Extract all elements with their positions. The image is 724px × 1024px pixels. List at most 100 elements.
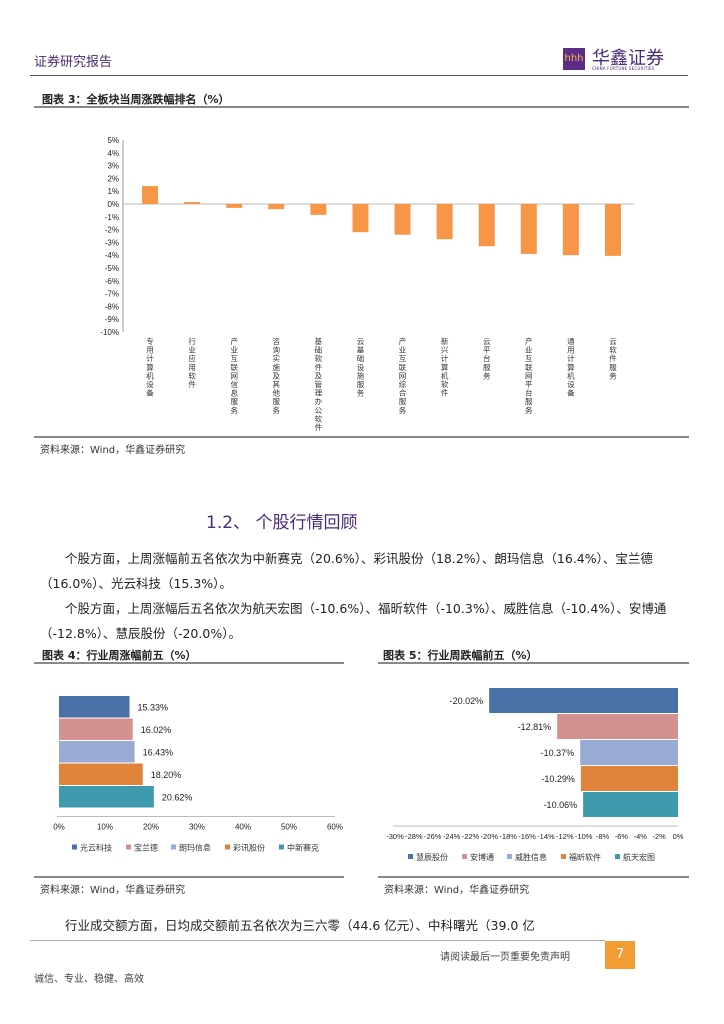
x-tick-label: -8% xyxy=(596,832,610,841)
legend-label: 安博通 xyxy=(470,852,494,862)
figure3-chart: 5% 4% 3% 2% 1% 0% -1% -2% -3% -4% -5% -6% -7% -8% -9% -… xyxy=(100,136,634,432)
x-tick-label-char: 理 xyxy=(315,389,323,398)
data-label: 16.43% xyxy=(143,747,174,757)
x-tick-label-char: 施 xyxy=(357,370,365,380)
bar xyxy=(59,718,133,740)
x-tick-label-char: 服 xyxy=(357,380,365,389)
data-label: -10.37% xyxy=(541,748,575,758)
y-tick-label: -10% xyxy=(100,328,119,337)
x-tick-label-char: 软 xyxy=(315,413,323,423)
x-tick-label-char: 服 xyxy=(273,397,281,406)
x-tick-label-char: 互 xyxy=(525,354,533,363)
x-tick-label-char: 用 xyxy=(188,363,196,372)
x-tick-label-char: 务 xyxy=(357,388,365,398)
x-tick-label-char: 服 xyxy=(483,363,491,372)
x-tick-label-char: 服 xyxy=(525,397,533,406)
y-tick-label: -4% xyxy=(105,251,119,260)
x-tick-label-char: 息 xyxy=(230,388,238,398)
x-tick-label-char: 机 xyxy=(441,370,449,380)
y-tick-label: -5% xyxy=(105,264,119,273)
x-tick-label-char: 产 xyxy=(399,336,407,346)
x-tick-label-char: 公 xyxy=(315,406,323,415)
y-tick-label: 3% xyxy=(107,162,119,171)
x-tick-label-char: 件 xyxy=(441,388,449,398)
x-tick-label-char: 用 xyxy=(146,346,154,355)
figure3-title: 图表 3：全板块当周涨跌幅排名（%） xyxy=(42,93,230,106)
data-label: 16.02% xyxy=(141,725,172,735)
legend-swatch xyxy=(408,854,413,859)
x-tick-label-char: 务 xyxy=(609,370,617,380)
bar xyxy=(478,204,495,247)
x-tick-label: -20% xyxy=(481,832,499,841)
bar xyxy=(580,740,678,765)
logo-subtext: CHINA FORTUNE SECURITIES xyxy=(592,66,655,71)
x-tick-label-char: 件 xyxy=(609,353,617,363)
legend-swatch xyxy=(507,854,512,859)
x-tick-label-char: 备 xyxy=(146,388,154,398)
bar xyxy=(352,204,369,233)
x-tick-label: -24% xyxy=(443,832,461,841)
bar xyxy=(59,786,154,808)
x-tick-label-char: 件 xyxy=(188,379,196,389)
section-heading: 1.2、 个股行情回顾 xyxy=(206,513,358,533)
x-tick-label-char: 台 xyxy=(483,353,491,363)
x-tick-label: 0% xyxy=(53,823,65,832)
y-tick-label: -6% xyxy=(105,277,119,286)
x-tick-label-char: 其 xyxy=(273,380,281,389)
x-tick-label-char: 业 xyxy=(399,345,407,355)
x-tick-label-char: 管 xyxy=(315,379,323,389)
x-tick-label-char: 办 xyxy=(315,396,323,406)
bar xyxy=(226,204,243,208)
x-tick-label: 20% xyxy=(143,823,159,832)
y-tick-label: -8% xyxy=(105,302,119,311)
x-tick-label-char: 网 xyxy=(399,371,407,380)
logo-text: 华鑫证券 xyxy=(592,48,664,69)
x-tick-label-char: 基 xyxy=(315,336,323,346)
bar xyxy=(562,204,579,256)
y-tick-label: 4% xyxy=(107,149,119,158)
bar xyxy=(184,202,201,204)
x-tick-label-char: 云 xyxy=(609,337,617,346)
figure4-bottom-rule xyxy=(34,876,344,878)
x-tick-label-char: 算 xyxy=(441,362,449,372)
bar xyxy=(59,763,143,785)
x-tick-label: -6% xyxy=(615,832,629,841)
x-tick-label-char: 专 xyxy=(146,336,154,346)
x-tick-label-char: 行 xyxy=(188,336,196,346)
x-tick-label-char: 软 xyxy=(609,345,617,355)
figure4-source: 资料来源：Wind，华鑫证券研究 xyxy=(40,885,186,896)
legend-label: 航天宏图 xyxy=(623,852,655,862)
bar xyxy=(268,204,285,210)
footer-rule xyxy=(30,940,605,941)
x-tick-label: -16% xyxy=(518,832,536,841)
y-tick-label: -1% xyxy=(105,213,119,222)
x-tick-label-char: 础 xyxy=(357,353,365,363)
bar xyxy=(59,741,135,763)
paragraph: 个股方面，上周涨幅前五名依次为中新赛克（20.6%）、彩讯股份（18.2%）、朗… xyxy=(40,551,653,591)
x-tick-label-char: 软 xyxy=(315,353,323,363)
legend-label: 慧辰股份 xyxy=(416,852,448,862)
bar xyxy=(436,204,453,240)
figure5-bottom-rule xyxy=(378,876,689,878)
x-tick-label: -10% xyxy=(575,832,593,841)
data-label: 20.62% xyxy=(162,792,193,802)
page-number: 7 xyxy=(605,941,635,969)
x-tick-label-char: 服 xyxy=(230,397,238,406)
x-tick-label-char: 互 xyxy=(399,354,407,363)
x-tick-label-char: 业 xyxy=(188,345,196,355)
x-tick-label-char: 合 xyxy=(399,388,407,398)
x-tick-label-char: 平 xyxy=(483,346,491,355)
x-tick-label-char: 施 xyxy=(273,362,281,372)
bar xyxy=(557,714,678,739)
paragraph: 个股方面，上周涨幅后五名依次为航天宏图（-10.6%）、福昕软件（-10.3%）… xyxy=(40,601,667,641)
data-label: 15.33% xyxy=(138,702,169,712)
bar xyxy=(310,204,327,215)
figure4-top-rule xyxy=(34,662,344,664)
x-tick-label-char: 联 xyxy=(230,363,238,372)
y-tick-label: -7% xyxy=(105,290,119,299)
x-tick-label-char: 计 xyxy=(441,353,449,363)
x-tick-label-char: 务 xyxy=(399,405,407,415)
y-tick-label: -9% xyxy=(105,315,119,324)
figure3-source: 资料来源：Wind，华鑫证券研究 xyxy=(40,445,186,456)
legend-swatch xyxy=(462,854,467,859)
